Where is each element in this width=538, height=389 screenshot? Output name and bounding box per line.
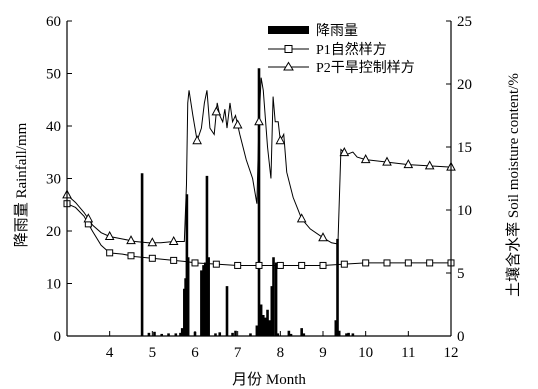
p1-data-point <box>299 262 305 268</box>
p2-data-point <box>193 136 201 144</box>
p1-data-point <box>107 250 113 256</box>
y-axis-right-title: 土壤含水率 Soil moisture content/% <box>504 73 522 297</box>
p1-data-point <box>235 262 241 268</box>
y-left-tick-label: 50 <box>46 67 61 83</box>
p1-data-point <box>149 255 155 261</box>
p2-data-point <box>170 237 178 245</box>
rainfall-bar <box>336 239 339 336</box>
y-left-tick-label: 0 <box>54 329 62 345</box>
x-tick-label: 12 <box>444 345 459 361</box>
legend-swatch-p2-marker <box>284 63 293 71</box>
rainfall-bar <box>226 286 229 336</box>
rainfall-bar <box>275 263 278 337</box>
p1-data-point <box>128 253 134 259</box>
legend: 降雨量 P1自然样方 P2干旱控制样方 <box>268 23 415 76</box>
p1-data-point <box>405 260 411 266</box>
rainfall-bar <box>234 331 237 336</box>
x-tick-label: 8 <box>277 345 285 361</box>
x-tick-label: 10 <box>358 345 373 361</box>
p1-data-point <box>320 262 326 268</box>
rainfall-bar <box>187 257 190 336</box>
x-tick-label: 7 <box>234 345 242 361</box>
rainfall-bar <box>207 257 210 336</box>
y-right-tick-label: 20 <box>457 77 472 93</box>
legend-label-p2: P2干旱控制样方 <box>316 60 415 76</box>
p2-data-point <box>255 117 263 125</box>
p1-data-point <box>277 262 283 268</box>
y-right-tick-label: 10 <box>457 203 472 219</box>
p1-data-point <box>256 262 262 268</box>
legend-swatch-rainfall <box>268 26 309 34</box>
y-axis-left-title: 降雨量 Rainfall/mm <box>13 122 30 247</box>
p2-data-point <box>340 148 348 156</box>
y-right-tick-label: 0 <box>457 329 465 345</box>
p2-data-point <box>426 161 434 169</box>
y-left-tick-label: 60 <box>46 14 61 30</box>
p2-data-point <box>319 233 327 241</box>
y-left-tick-label: 20 <box>46 224 61 240</box>
rainfall-bar <box>141 173 144 336</box>
y-right-tick-label: 5 <box>457 266 465 282</box>
legend-label-rainfall: 降雨量 <box>316 23 358 39</box>
y-right-tick-label: 25 <box>457 14 472 30</box>
y-left-tick-label: 30 <box>46 172 61 188</box>
p1-data-point <box>427 260 433 266</box>
legend-swatch-p1-marker <box>285 46 292 53</box>
p2-data-point <box>276 136 284 144</box>
p1-data-point <box>192 260 198 266</box>
x-tick-label: 6 <box>191 345 199 361</box>
y-right-tick-label: 15 <box>457 140 472 156</box>
rainfall-bar <box>153 332 156 336</box>
x-axis-title: 月份 Month <box>232 371 306 388</box>
p2-data-point <box>148 238 156 246</box>
p1-data-point <box>171 257 177 263</box>
rainfall-bar <box>338 331 341 336</box>
x-tick-label: 4 <box>106 345 114 361</box>
legend-label-p1: P1自然样方 <box>316 41 387 58</box>
x-tick-label: 9 <box>319 345 327 361</box>
p2-data-point <box>234 120 242 128</box>
rainfall-bar <box>272 257 275 336</box>
p1-data-point <box>213 261 219 267</box>
x-tick-label: 11 <box>401 345 415 361</box>
p2-data-point <box>298 214 306 222</box>
rainfall-bars <box>141 68 354 336</box>
p1-data-point <box>384 260 390 266</box>
x-tick-label: 5 <box>149 345 157 361</box>
y-left-tick-label: 10 <box>46 277 61 293</box>
p1-data-point <box>363 260 369 266</box>
y-left-tick-label: 40 <box>46 119 61 135</box>
p1-data-point <box>341 261 347 267</box>
